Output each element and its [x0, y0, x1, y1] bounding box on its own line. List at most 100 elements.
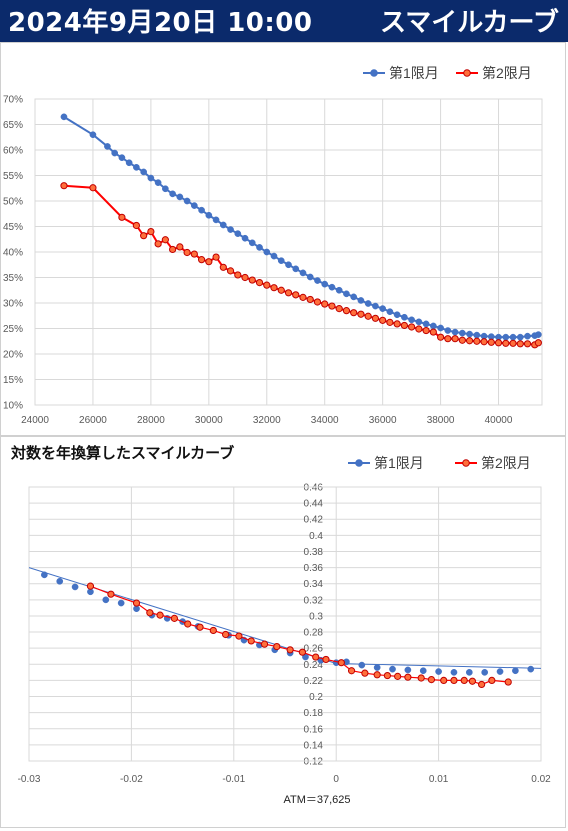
data-point: [156, 611, 164, 619]
atm-annotation: ATM＝37,625: [283, 794, 350, 806]
data-point: [350, 293, 358, 301]
x-tick-label: 0.02: [531, 774, 551, 785]
data-point: [89, 184, 97, 192]
data-point: [235, 632, 243, 640]
data-point: [487, 338, 495, 346]
x-tick-label: -0.03: [18, 774, 41, 785]
data-point: [147, 174, 155, 182]
legend-label: 第1限月: [374, 455, 424, 471]
data-point: [427, 676, 436, 684]
data-point: [190, 250, 198, 258]
data-point: [337, 659, 345, 667]
data-point: [196, 623, 204, 631]
x-tick-label: 36000: [369, 415, 397, 426]
data-point: [401, 313, 408, 321]
series-line: [63, 184, 539, 346]
data-point: [335, 286, 343, 294]
data-point: [118, 154, 126, 162]
data-point: [468, 677, 476, 685]
data-point: [400, 321, 408, 330]
data-point: [386, 308, 394, 316]
data-point: [383, 671, 391, 680]
y-tick-label: 60%: [3, 146, 23, 157]
data-point: [350, 309, 358, 317]
data-point: [415, 318, 423, 326]
y-tick-label: 10%: [3, 401, 23, 412]
y-tick-label: 35%: [3, 273, 23, 284]
data-point: [321, 280, 329, 288]
data-point: [222, 630, 230, 639]
data-point: [357, 310, 365, 318]
data-point: [306, 273, 314, 281]
y-tick-label: 20%: [3, 350, 23, 361]
data-point: [494, 339, 503, 347]
data-point: [286, 646, 294, 654]
y-tick-label: 0.18: [304, 708, 324, 719]
data-point: [212, 253, 220, 261]
data-point: [273, 642, 281, 651]
series-trend-line: [28, 567, 542, 669]
data-point: [328, 283, 336, 291]
data-point: [234, 271, 242, 279]
y-tick-label: 25%: [3, 324, 23, 335]
data-point: [111, 149, 119, 157]
x-tick-label: 0: [333, 774, 339, 785]
data-point: [450, 669, 458, 676]
data-point: [146, 609, 154, 617]
data-point: [408, 323, 416, 331]
data-point: [183, 197, 191, 205]
data-point: [379, 305, 387, 312]
data-point: [430, 322, 437, 330]
data-point: [466, 330, 473, 338]
data-point: [504, 678, 512, 686]
data-point: [419, 667, 427, 675]
data-point: [343, 290, 350, 298]
data-point: [450, 676, 458, 685]
data-point: [312, 653, 320, 661]
y-tick-label: 0.38: [304, 547, 324, 558]
data-point: [437, 333, 445, 341]
data-point: [328, 302, 336, 310]
data-point: [107, 590, 115, 598]
data-point: [184, 620, 192, 628]
data-point: [270, 284, 278, 292]
data-point: [440, 676, 448, 685]
data-point: [524, 332, 531, 340]
data-point: [292, 291, 300, 299]
y-tick-label: 0.26: [304, 644, 324, 655]
data-point: [132, 599, 141, 607]
x-tick-label: 34000: [311, 415, 339, 426]
y-tick-label: 0.16: [304, 724, 324, 735]
x-tick-label: -0.01: [222, 774, 245, 785]
legend-marker: [370, 69, 378, 77]
data-point: [248, 239, 256, 247]
y-tick-label: 50%: [3, 197, 23, 208]
data-point: [169, 190, 176, 198]
y-tick-label: 0.46: [304, 483, 324, 494]
data-point: [481, 669, 489, 676]
data-point: [480, 338, 488, 346]
data-point: [277, 257, 285, 265]
data-point: [488, 676, 496, 685]
series-line: [90, 585, 509, 686]
y-tick-label: 0.2: [309, 692, 323, 703]
data-point: [118, 213, 126, 221]
data-point: [234, 230, 242, 237]
data-point: [386, 318, 394, 326]
data-point: [451, 335, 459, 343]
data-point: [263, 281, 271, 289]
data-point: [248, 276, 256, 284]
data-point: [60, 182, 68, 190]
data-point: [86, 582, 95, 590]
y-tick-label: 0.28: [304, 628, 324, 639]
data-point: [394, 672, 402, 680]
data-point: [509, 333, 517, 341]
data-point: [170, 614, 179, 622]
data-point: [247, 637, 255, 645]
data-point: [285, 261, 292, 269]
data-point: [372, 302, 379, 310]
data-point: [417, 674, 425, 682]
data-point: [322, 655, 330, 664]
data-point: [364, 312, 372, 320]
data-point: [89, 131, 97, 139]
